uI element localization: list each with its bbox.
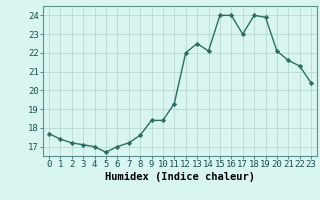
X-axis label: Humidex (Indice chaleur): Humidex (Indice chaleur) bbox=[105, 172, 255, 182]
